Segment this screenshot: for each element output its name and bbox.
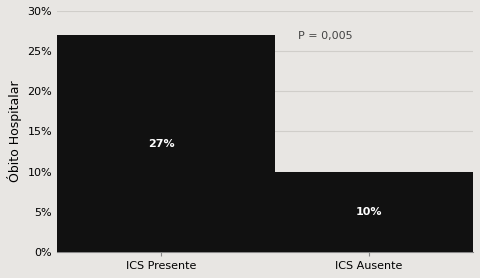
Text: 10%: 10% <box>356 207 382 217</box>
Text: 27%: 27% <box>148 138 174 148</box>
Y-axis label: Óbito Hospitalar: Óbito Hospitalar <box>7 81 22 182</box>
Text: P = 0,005: P = 0,005 <box>299 31 353 41</box>
Bar <box>255 172 480 252</box>
Bar <box>47 35 276 252</box>
